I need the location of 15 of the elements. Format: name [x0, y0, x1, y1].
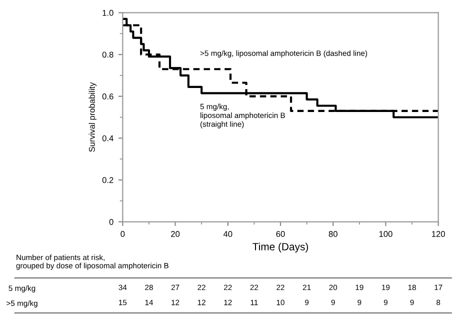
y-axis-title: Survival probability	[88, 82, 97, 152]
x-tick-label: 0	[120, 231, 125, 237]
y-tick-label: 0.6	[102, 94, 114, 100]
y-tick-label: 1.0	[102, 10, 114, 16]
x-axis-title: Time (Days)	[252, 242, 308, 252]
x-tick-label: 120	[432, 231, 445, 237]
x-tick-label: 100	[379, 231, 392, 237]
x-tick-label: 20	[171, 231, 180, 237]
x-tick-label: 80	[328, 231, 338, 237]
y-tick-label: 0.8	[102, 52, 114, 58]
y-tick-label: 0.2	[102, 177, 114, 184]
x-tick-label: 60	[276, 231, 285, 237]
y-tick-label: 0	[109, 218, 114, 225]
y-tick-label: 0.4	[102, 135, 114, 142]
x-tick-label: 40	[223, 231, 232, 237]
